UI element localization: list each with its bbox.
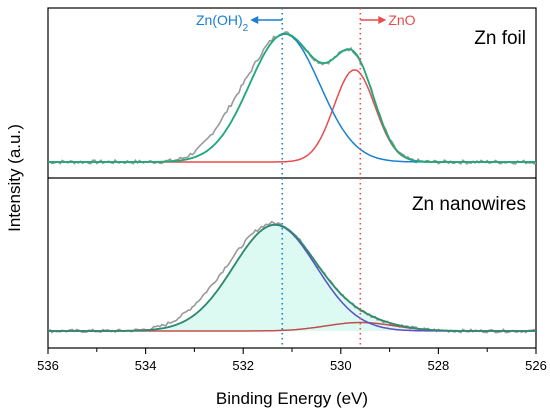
- raw-data-line-0: [48, 31, 536, 165]
- x-axis-title: Binding Energy (eV): [216, 389, 368, 408]
- x-axis-ticks: 536 534 532 530 528 526: [37, 348, 547, 373]
- reference-label-1: ZnO: [388, 12, 415, 28]
- panel-title-zn-nanowires: Zn nanowires: [412, 194, 526, 215]
- x-tick-label-4: 528: [428, 358, 450, 373]
- reference-labels: Zn(OH)2 ZnO: [196, 12, 416, 34]
- x-tick-label-5: 526: [525, 358, 547, 373]
- panel-title-zn-foil: Zn foil: [474, 28, 526, 49]
- nanowire-peak-fill: [48, 224, 536, 331]
- reference-arrowhead-0: [250, 16, 259, 24]
- reference-label-subscript: 2: [243, 23, 249, 34]
- y-axis-title: Intensity (a.u.): [5, 124, 24, 232]
- x-tick-label-3: 530: [330, 358, 352, 373]
- envelope-fit-line: [48, 32, 536, 163]
- panel-zn-foil: [48, 31, 536, 165]
- zn-oh2-component-line: [48, 33, 536, 163]
- reference-arrowhead-1: [378, 16, 387, 24]
- zno-component-line: [48, 69, 536, 163]
- panel-zn-nanowires: [48, 220, 536, 334]
- x-tick-label-0: 536: [37, 358, 59, 373]
- x-tick-label-2: 532: [232, 358, 254, 373]
- x-tick-label-1: 534: [135, 358, 157, 373]
- reference-lines: [281, 8, 362, 348]
- envelope-fit-line-nanowires: [48, 223, 536, 332]
- reference-label-0: Zn(OH)2: [196, 12, 249, 34]
